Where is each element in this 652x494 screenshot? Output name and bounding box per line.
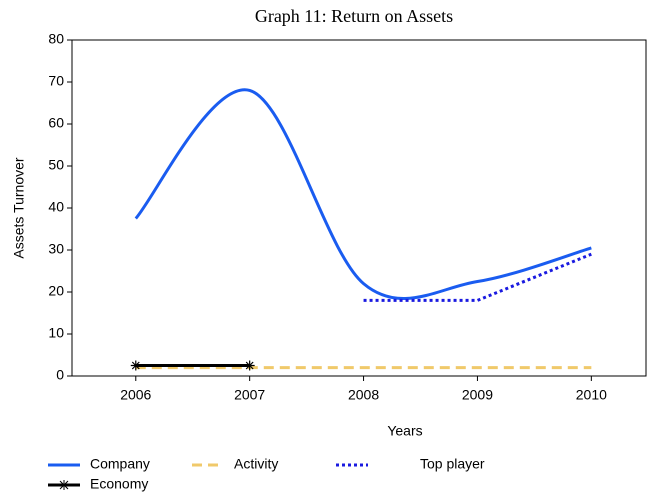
x-tick-label: 2007 [234, 387, 265, 403]
y-tick-label: 50 [48, 157, 64, 173]
x-axis-label: Years [387, 423, 422, 439]
y-tick-label: 70 [48, 73, 64, 89]
x-tick-label: 2008 [348, 387, 379, 403]
series-line [363, 252, 592, 302]
y-tick-label: 10 [48, 325, 64, 341]
legend-label: Economy [90, 476, 148, 492]
plot-frame [71, 39, 647, 377]
series-line [134, 88, 592, 301]
y-tick-label: 40 [48, 199, 64, 215]
x-tick-label: 2006 [120, 387, 151, 403]
y-tick-label: 0 [56, 367, 64, 383]
y-tick-label: 80 [48, 31, 64, 47]
legend-label: Top player [420, 456, 485, 472]
x-tick-label: 2010 [576, 387, 607, 403]
y-tick-label: 60 [48, 115, 64, 131]
x-tick-label: 2009 [462, 387, 493, 403]
legend-label: Company [90, 456, 150, 472]
y-axis-label: Assets Turnover [11, 157, 27, 258]
y-tick-label: 20 [48, 283, 64, 299]
point-marker [244, 360, 255, 371]
legend-label: Activity [234, 456, 278, 472]
y-tick-label: 30 [48, 241, 64, 257]
chart-title: Graph 11: Return on Assets [255, 6, 453, 26]
legend-marker [59, 480, 69, 490]
point-marker [130, 360, 141, 371]
